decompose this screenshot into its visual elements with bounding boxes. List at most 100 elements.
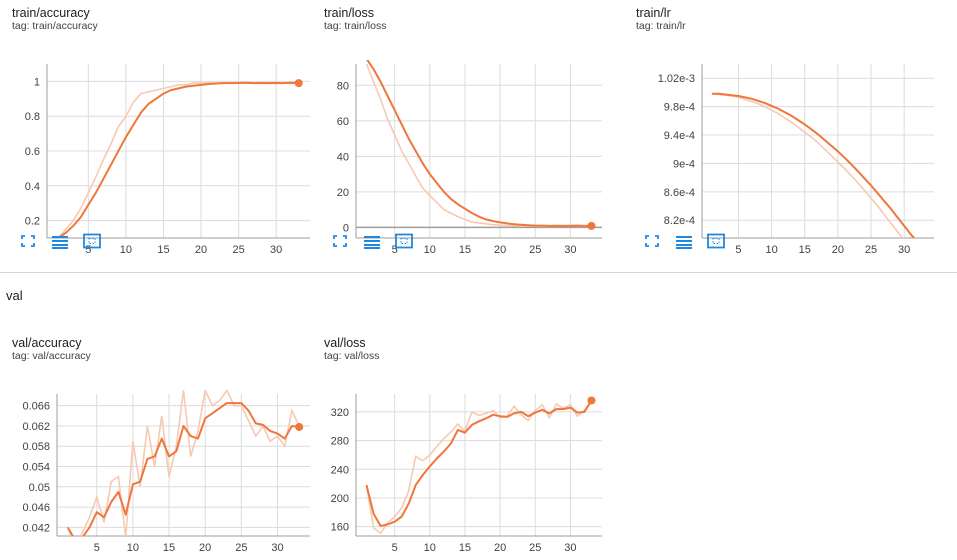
y-tick-label: 160	[331, 522, 349, 534]
fit-domain-icon[interactable]	[82, 232, 102, 250]
raw-series-line	[67, 390, 300, 536]
card-tag: tag: train/loss	[324, 20, 387, 32]
smoothed-series-line	[66, 402, 300, 536]
x-tick-label: 5	[94, 542, 100, 554]
y-tick-label: 200	[331, 493, 349, 505]
last-point-marker[interactable]	[587, 396, 596, 405]
x-tick-label: 5	[392, 244, 398, 256]
raw-series-line	[711, 93, 904, 238]
card-tag: tag: train/lr	[636, 20, 686, 32]
x-tick-label: 15	[163, 542, 175, 554]
y-tick-label: 40	[337, 151, 349, 163]
card-title: train/loss	[324, 6, 375, 20]
x-tick-label: 25	[529, 244, 541, 256]
train-lr-card: train/lr tag: train/lr 5 10 15 20 25 30 8.2e-4…	[636, 6, 946, 256]
val-accuracy-chart[interactable]: 5 10 15 20 25 30 0.042 0.046 0.05 0.054 0.058 0.062…	[12, 358, 314, 558]
train-accuracy-card: train/accuracy tag: train/accuracy 5 10 15…	[12, 6, 312, 256]
y-tick-label: 0	[343, 222, 349, 234]
y-tick-label: 320	[331, 407, 349, 419]
section-title-val: val	[6, 288, 23, 303]
y-tick-label: 0.062	[22, 421, 50, 433]
x-tick-label: 30	[898, 244, 910, 256]
y-tick-label: 8.6e-4	[664, 187, 695, 199]
x-tick-label: 30	[564, 542, 576, 554]
x-tick-label: 5	[392, 542, 398, 554]
last-point-marker[interactable]	[294, 79, 303, 88]
raw-series-line	[365, 63, 592, 228]
data-table-icon[interactable]	[674, 232, 694, 250]
y-tick-label: 0.042	[22, 522, 50, 534]
smoothed-series-line	[711, 92, 916, 238]
raw-series-line	[365, 400, 593, 535]
x-tick-label: 30	[564, 244, 576, 256]
card-tag: tag: val/accuracy	[12, 350, 91, 362]
x-tick-label: 30	[270, 244, 282, 256]
x-tick-label: 25	[232, 244, 244, 256]
y-tick-label: 80	[337, 80, 349, 92]
y-tick-label: 0.4	[25, 181, 40, 193]
val-loss-chart[interactable]: 5 10 15 20 25 30 160 200 240 280 320	[324, 358, 626, 558]
x-tick-label: 10	[120, 244, 132, 256]
smoothed-series-line	[366, 60, 592, 227]
x-tick-label: 10	[424, 244, 436, 256]
x-tick-label: 15	[459, 542, 471, 554]
y-tick-label: 0.2	[25, 216, 40, 228]
card-title: train/accuracy	[12, 6, 90, 20]
y-tick-label: 9e-4	[673, 158, 695, 170]
y-tick-label: 0.046	[22, 502, 50, 514]
last-point-marker[interactable]	[295, 422, 304, 431]
y-tick-label: 0.8	[25, 111, 40, 123]
x-tick-label: 20	[494, 244, 506, 256]
y-tick-label: 0.054	[22, 462, 50, 474]
x-tick-label: 10	[127, 542, 139, 554]
card-title: val/loss	[324, 336, 366, 350]
val-loss-card: val/loss tag: val/loss 5 10 15 20 25 30 160 200…	[324, 336, 624, 556]
last-point-marker[interactable]	[587, 221, 596, 230]
x-tick-label: 20	[199, 542, 211, 554]
train-loss-chart[interactable]: 5 10 15 20 25 30 0 20 40 60 80	[324, 28, 626, 258]
x-tick-label: 15	[459, 244, 471, 256]
x-tick-label: 25	[865, 244, 877, 256]
x-tick-label: 5	[85, 244, 91, 256]
fullscreen-icon[interactable]	[18, 232, 38, 250]
x-tick-label: 15	[157, 244, 169, 256]
x-tick-label: 30	[271, 542, 283, 554]
x-tick-label: 20	[832, 244, 844, 256]
fit-domain-icon[interactable]	[706, 232, 726, 250]
fullscreen-icon[interactable]	[642, 232, 662, 250]
train-loss-card: train/loss tag: train/loss 5 10 15 20 25 30 0 2…	[324, 6, 624, 256]
x-tick-label: 15	[799, 244, 811, 256]
y-tick-label: 280	[331, 436, 349, 448]
y-tick-label: 0.6	[25, 146, 40, 158]
x-tick-label: 10	[765, 244, 777, 256]
train-lr-chart[interactable]: 5 10 15 20 25 30 8.2e-4 8.6e-4 9e-4 9.4e-4 9.8e-4 1…	[636, 28, 946, 258]
data-table-icon[interactable]	[50, 232, 70, 250]
y-tick-label: 0.05	[29, 482, 50, 494]
y-tick-label: 1.02e-3	[658, 73, 695, 85]
y-tick-label: 20	[337, 187, 349, 199]
y-tick-label: 0.058	[22, 441, 50, 453]
smoothed-series-line	[365, 399, 593, 527]
x-tick-label: 10	[424, 542, 436, 554]
fullscreen-icon[interactable]	[330, 232, 350, 250]
section-divider	[0, 272, 957, 273]
x-tick-label: 25	[235, 542, 247, 554]
y-tick-label: 9.4e-4	[664, 130, 695, 142]
x-tick-label: 25	[529, 542, 541, 554]
card-title: train/lr	[636, 6, 671, 20]
val-accuracy-card: val/accuracy tag: val/accuracy 5 10 15 20 25…	[12, 336, 312, 556]
y-tick-label: 1	[34, 76, 40, 88]
y-tick-label: 9.8e-4	[664, 102, 695, 114]
x-tick-label: 5	[735, 244, 741, 256]
x-tick-label: 20	[195, 244, 207, 256]
train-accuracy-chart[interactable]: 5 10 15 20 25 30 0.2 0.4 0.6 0.8 1	[12, 28, 314, 258]
y-tick-label: 8.2e-4	[664, 215, 695, 227]
card-title: val/accuracy	[12, 336, 82, 350]
raw-series-line	[57, 82, 299, 238]
data-table-icon[interactable]	[362, 232, 382, 250]
fit-domain-icon[interactable]	[394, 232, 414, 250]
card-tag: tag: train/accuracy	[12, 20, 98, 32]
x-tick-label: 20	[494, 542, 506, 554]
y-tick-label: 240	[331, 464, 349, 476]
y-tick-label: 60	[337, 116, 349, 128]
